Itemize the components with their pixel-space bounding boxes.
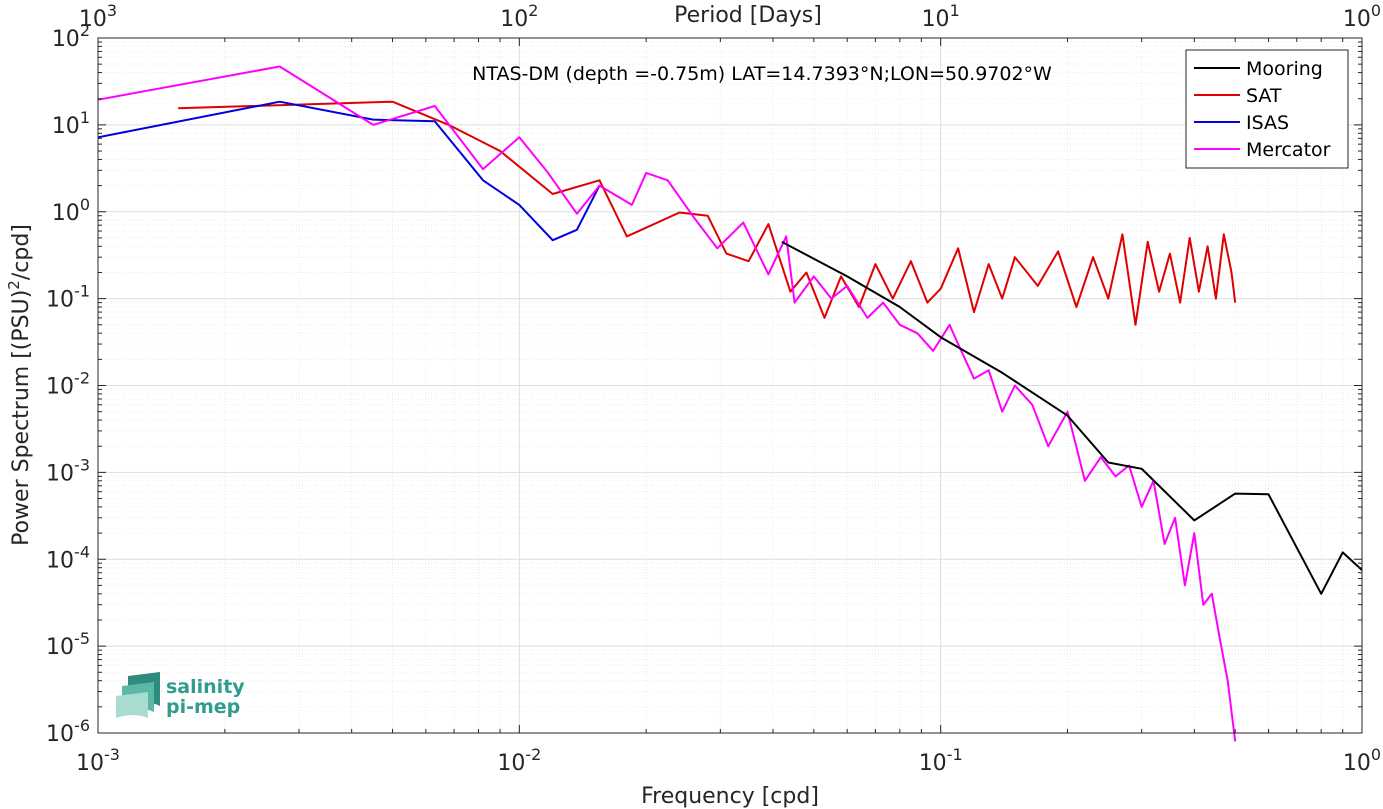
legend-label-sat: SAT — [1246, 85, 1282, 107]
top-tick-label: 101 — [922, 1, 960, 32]
series-line-mercator — [97, 65, 1237, 742]
y-axis-title-exp: 2 — [5, 280, 23, 290]
x-tick-label: 10-2 — [497, 745, 541, 776]
legend-items: Mooring SAT ISAS Mercator — [1194, 58, 1331, 161]
legend-label-isas: ISAS — [1246, 112, 1289, 134]
x-tick-label-base: 10 — [919, 751, 947, 776]
logo-text-line2: pi-mep — [166, 696, 240, 718]
y-tick-label: 10-4 — [46, 542, 90, 573]
y-tick-label-base: 10 — [46, 722, 74, 747]
series-line-isas — [97, 100, 601, 242]
x-tick-label-base: 10 — [497, 751, 525, 776]
top-tick-label-base: 10 — [79, 7, 107, 32]
logo-wave-front — [116, 692, 148, 718]
top-tick-label-exponent: 3 — [107, 1, 117, 20]
top-tick-label-exponent: 0 — [1371, 1, 1381, 20]
series-layer — [97, 65, 1363, 742]
x-tick-label-base: 10 — [76, 751, 104, 776]
y-tick-label-exponent: 2 — [80, 21, 90, 40]
y-tick-label-base: 10 — [52, 114, 80, 139]
top-tick-label: 100 — [1343, 1, 1381, 32]
y-tick-label-exponent: -4 — [74, 542, 90, 561]
legend: Mooring SAT ISAS Mercator — [1185, 49, 1349, 169]
y-tick-label: 10-2 — [46, 369, 90, 400]
top-tick-label-base: 10 — [500, 7, 528, 32]
y-tick-label-base: 10 — [46, 288, 74, 313]
y-tick-label: 10-6 — [46, 716, 90, 747]
y-tick-label-base: 10 — [46, 548, 74, 573]
y-tick-label: 10-1 — [46, 282, 90, 313]
top-tick-label: 103 — [79, 1, 117, 32]
x-axis-title: Frequency [cpd] — [641, 784, 819, 809]
plot-title: NTAS-DM (depth =-0.75m) LAT=14.7393°N;LO… — [472, 63, 1052, 85]
y-tick-label: 100 — [52, 195, 90, 226]
y-tick-label-base: 10 — [52, 27, 80, 52]
y-axis-title: Power Spectrum [(PSU)2/cpd] — [5, 224, 34, 546]
y-tick-label-exponent: -2 — [74, 369, 90, 388]
y-tick-label-exponent: 1 — [80, 108, 90, 127]
x-tick-label: 100 — [1343, 745, 1381, 776]
series-line-mooring — [781, 241, 1363, 595]
y-tick-label-base: 10 — [52, 201, 80, 226]
salinity-pi-mep-logo: salinity pi-mep — [116, 672, 245, 718]
x-tick-label-exponent: 0 — [1371, 745, 1381, 764]
y-tick-label-exponent: 0 — [80, 195, 90, 214]
y-tick-label: 102 — [52, 21, 90, 52]
y-axis-title-part2: /cpd] — [9, 224, 34, 280]
top-tick-label-exponent: 1 — [950, 1, 960, 20]
x-tick-label: 10-3 — [76, 745, 120, 776]
y-tick-label-base: 10 — [46, 375, 74, 400]
y-tick-label: 10-3 — [46, 455, 90, 486]
top-tick-label-base: 10 — [1343, 7, 1371, 32]
y-tick-label-exponent: -3 — [74, 455, 90, 474]
tick-marks — [97, 37, 1363, 734]
x-tick-label-exponent: -2 — [525, 745, 541, 764]
y-tick-label-base: 10 — [46, 461, 74, 486]
y-tick-label: 10-5 — [46, 629, 90, 660]
x-tick-label-base: 10 — [1343, 751, 1371, 776]
y-axis-title-part1: Power Spectrum [(PSU) — [9, 290, 34, 546]
grid — [98, 38, 1362, 733]
top-tick-label: 102 — [500, 1, 538, 32]
logo-text-line1: salinity — [166, 676, 245, 698]
y-tick-label-exponent: -5 — [74, 629, 90, 648]
x-tick-label-exponent: -3 — [104, 745, 120, 764]
legend-label-mercator: Mercator — [1246, 139, 1331, 161]
x-tick-label: 10-1 — [919, 745, 963, 776]
y-tick-label: 101 — [52, 108, 90, 139]
y-tick-label-exponent: -1 — [74, 282, 90, 301]
y-tick-label-base: 10 — [46, 635, 74, 660]
series-line-sat — [178, 100, 1237, 326]
top-tick-label-base: 10 — [922, 7, 950, 32]
y-tick-label-exponent: -6 — [74, 716, 90, 735]
legend-label-mooring: Mooring — [1246, 58, 1323, 80]
x-tick-label-exponent: -1 — [947, 745, 963, 764]
top-axis-title: Period [Days] — [674, 3, 822, 28]
top-tick-label-exponent: 2 — [528, 1, 538, 20]
